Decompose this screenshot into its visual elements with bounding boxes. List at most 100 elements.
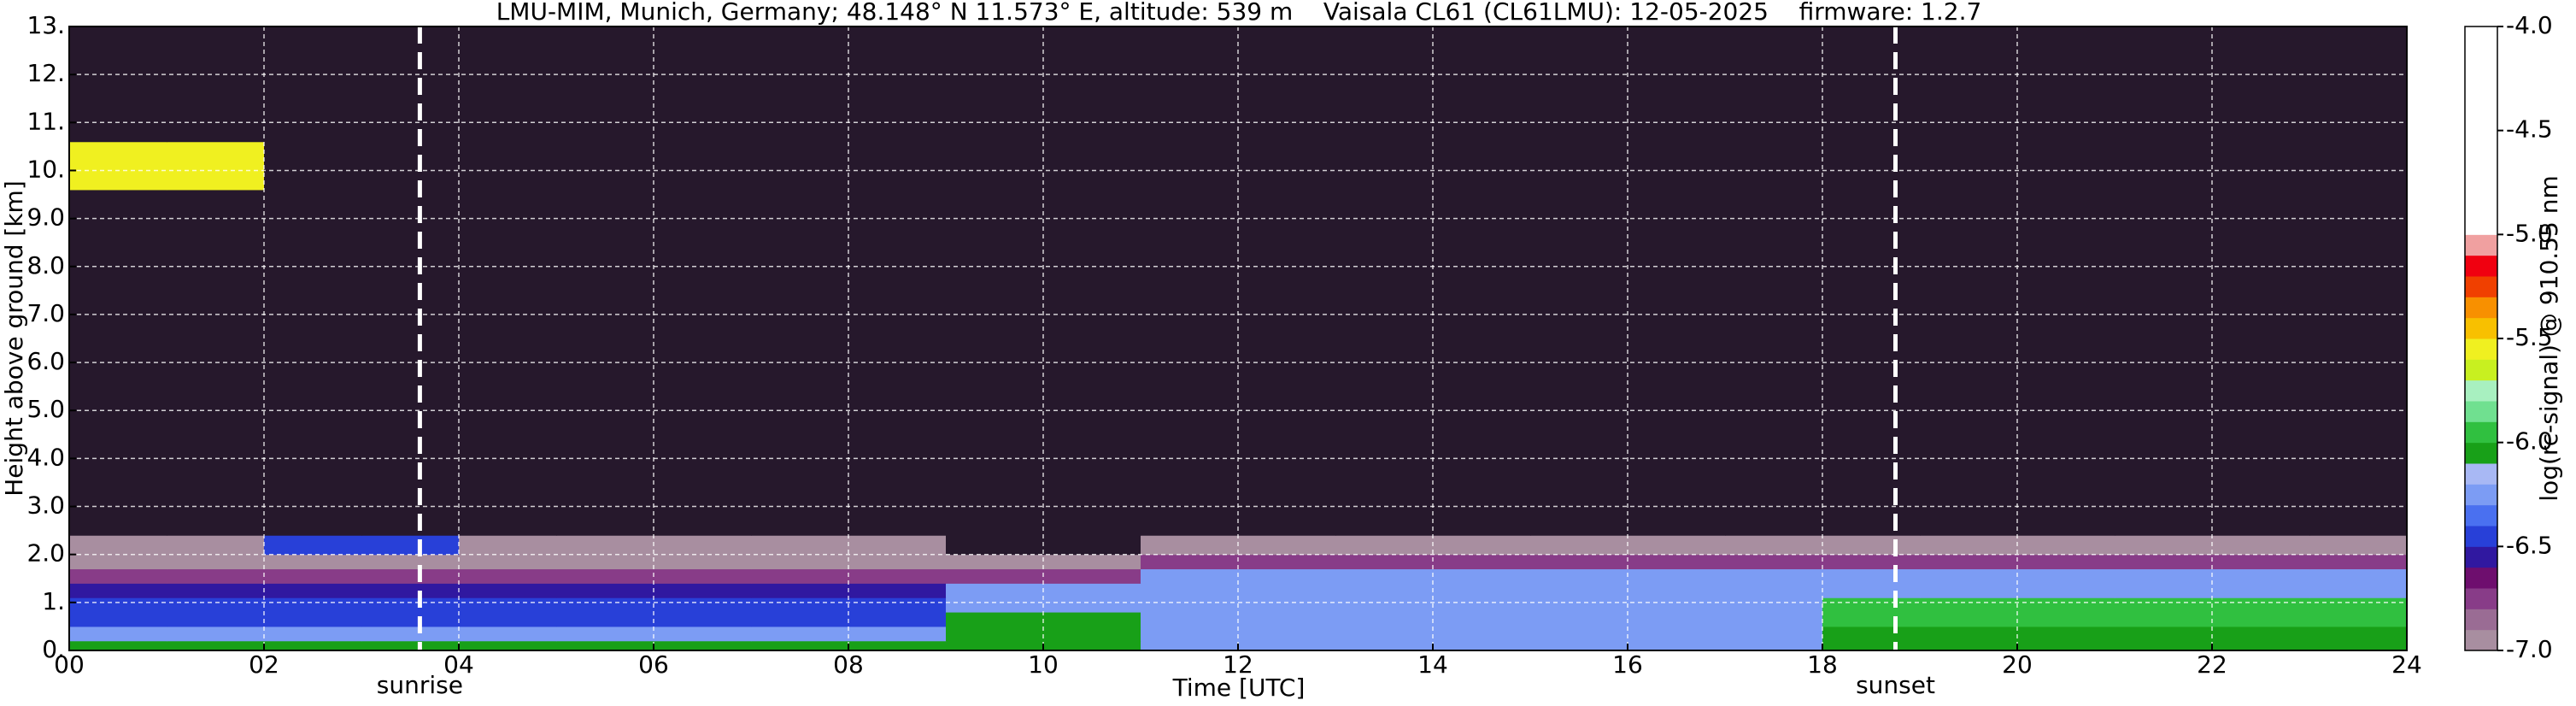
- x-tick-label: 12: [1223, 650, 1253, 679]
- heatmap-cell: [1822, 568, 1921, 584]
- heatmap-cell: [1433, 626, 1531, 642]
- heatmap-cell: [848, 535, 947, 556]
- heatmap-cell: [1043, 535, 1141, 556]
- y-tick-label: 6.0: [26, 347, 65, 375]
- heatmap-cell: [1725, 535, 1823, 556]
- heatmap-cell: [459, 568, 557, 584]
- heatmap-cell: [167, 612, 265, 627]
- heatmap-cell: [1043, 612, 1141, 627]
- heatmap-cell: [751, 568, 849, 584]
- heatmap-cell: [2115, 189, 2213, 508]
- heatmap-cell: [1335, 535, 1434, 556]
- heatmap-cell: [1238, 612, 1336, 627]
- annotation-label: sunset: [1856, 671, 1935, 699]
- heatmap-cell: [264, 583, 362, 598]
- heatmap-cell: [946, 640, 1044, 651]
- plot-frame: [68, 26, 2408, 651]
- colorbar-swatch: [2465, 338, 2497, 360]
- heatmap-cell: [69, 568, 167, 584]
- heatmap-cell: [1628, 583, 1726, 598]
- heatmap-cell: [1043, 554, 1141, 570]
- heatmap-cell: [2309, 583, 2408, 598]
- heatmap-cell: [2017, 554, 2115, 570]
- heatmap-cell: [2115, 583, 2213, 598]
- heatmap-cell: [1920, 26, 2018, 143]
- heatmap-cell: [848, 554, 947, 570]
- colorbar-swatch: [2465, 359, 2497, 381]
- colorbar-tick-label: -5.0: [2506, 219, 2553, 247]
- heatmap-cell: [1530, 141, 1628, 191]
- heatmap-cell: [946, 597, 1044, 613]
- heatmap-cell: [1822, 626, 1921, 642]
- heatmap-cell: [1433, 568, 1531, 584]
- heatmap-cell: [361, 568, 460, 584]
- heatmap-cell: [1530, 554, 1628, 570]
- heatmap-cell: [1335, 554, 1434, 570]
- colorbar-swatch: [2465, 109, 2497, 132]
- heatmap-cell: [654, 189, 752, 508]
- heatmap-cell: [2115, 626, 2213, 642]
- heatmap-cell: [167, 189, 265, 508]
- heatmap-cell: [1530, 26, 1628, 143]
- heatmap-cell: [1433, 535, 1531, 556]
- heatmap-cell: [1822, 535, 1921, 556]
- heatmap-cell: [459, 506, 557, 536]
- heatmap-cell: [1530, 535, 1628, 556]
- chart-title: LMU-MIM, Munich, Germany; 48.148° N 11.5…: [496, 0, 1982, 26]
- heatmap-cell: [2017, 583, 2115, 598]
- heatmap-cell: [654, 506, 752, 536]
- heatmap-cell: [556, 583, 654, 598]
- heatmap-cell: [1725, 626, 1823, 642]
- heatmap-cell: [2212, 506, 2310, 536]
- heatmap-cell: [751, 612, 849, 627]
- heatmap-cell: [751, 141, 849, 191]
- y-tick-label: 1.: [42, 587, 65, 615]
- heatmap-cell: [1238, 535, 1336, 556]
- heatmap-cell: [2017, 568, 2115, 584]
- colorbar-swatch: [2465, 504, 2497, 527]
- heatmap-cell: [1238, 506, 1336, 536]
- heatmap-cell: [556, 626, 654, 642]
- heatmap-cell: [264, 26, 362, 143]
- heatmap-cell: [1628, 554, 1726, 570]
- heatmap-cell: [1238, 583, 1336, 598]
- heatmap-cell: [361, 26, 460, 143]
- heatmap-cell: [1628, 626, 1726, 642]
- heatmap-cell: [1043, 626, 1141, 642]
- x-axis-label: Time [UTC]: [1172, 674, 1306, 702]
- heatmap-cell: [2115, 535, 2213, 556]
- heatmap-cell: [751, 626, 849, 642]
- heatmap-cell: [1335, 568, 1434, 584]
- heatmap-cell: [848, 506, 947, 536]
- heatmap-cell: [1920, 535, 2018, 556]
- heatmap-cell: [1141, 597, 1239, 613]
- heatmap-cell: [69, 583, 167, 598]
- heatmap-cell: [654, 141, 752, 191]
- x-tick-label: 16: [1612, 650, 1643, 679]
- x-tick-label: 14: [1417, 650, 1448, 679]
- heatmap-cell: [264, 506, 362, 536]
- heatmap-cell: [1530, 626, 1628, 642]
- heatmap-cell: [1628, 189, 1726, 508]
- heatmap-cell: [654, 583, 752, 598]
- heatmap-cell: [264, 535, 362, 556]
- heatmap-cell: [946, 626, 1044, 642]
- heatmap-cell: [2212, 568, 2310, 584]
- heatmap-cell: [848, 583, 947, 598]
- heatmap-cell: [459, 189, 557, 508]
- heatmap-cell: [1335, 626, 1434, 642]
- heatmap-cell: [1141, 626, 1239, 642]
- heatmap-cell: [2017, 141, 2115, 191]
- heatmap-cell: [2212, 612, 2310, 627]
- heatmap-cell: [264, 141, 362, 191]
- colorbar-swatch: [2465, 47, 2497, 69]
- heatmap-cell: [1530, 597, 1628, 613]
- colorbar-swatch: [2465, 26, 2497, 48]
- heatmap-cell: [654, 568, 752, 584]
- heatmap-cell: [1822, 583, 1921, 598]
- colorbar-swatch: [2465, 484, 2497, 506]
- heatmap-cell: [1920, 597, 2018, 613]
- heatmap-cell: [1920, 583, 2018, 598]
- heatmap-cell: [556, 535, 654, 556]
- heatmap-cell: [946, 506, 1044, 536]
